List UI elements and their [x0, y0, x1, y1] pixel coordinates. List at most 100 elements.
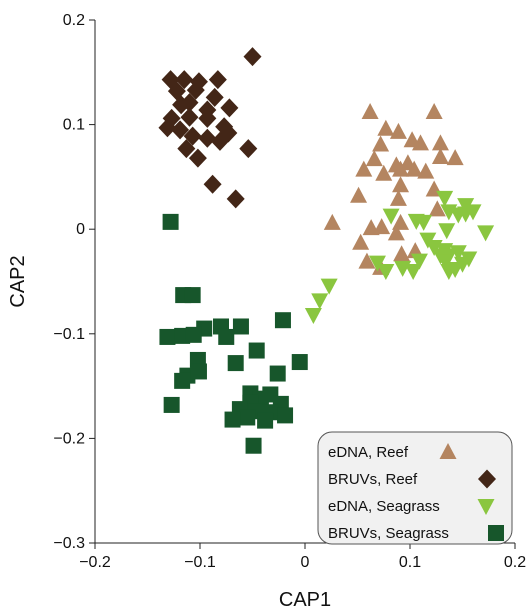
point-bruvs-seagrass — [239, 409, 256, 426]
point-bruvs-reef — [243, 47, 262, 67]
point-bruvs-seagrass — [227, 355, 244, 372]
point-edna-reef — [389, 122, 407, 139]
legend-label-edna-seagrass: eDNA, Seagrass — [328, 498, 440, 515]
y-tick-label: −0.3 — [53, 535, 85, 552]
point-edna-reef — [428, 200, 446, 217]
legend-label-edna-reef: eDNA, Reef — [328, 444, 409, 461]
point-bruvs-reef — [175, 70, 194, 90]
point-bruvs-seagrass — [224, 411, 241, 428]
point-bruvs-reef — [180, 107, 199, 127]
y-tick-label: −0.1 — [53, 326, 85, 343]
point-edna-reef — [399, 154, 417, 171]
point-edna-seagrass — [377, 264, 395, 281]
x-tick-label: 0.1 — [399, 554, 421, 571]
point-bruvs-reef — [198, 108, 217, 128]
point-bruvs-reef — [205, 87, 224, 107]
point-bruvs-reef — [158, 118, 177, 138]
point-edna-seagrass — [449, 207, 467, 224]
point-bruvs-seagrass — [162, 213, 179, 230]
data-points — [158, 47, 495, 454]
point-edna-reef — [365, 150, 383, 167]
point-edna-reef — [352, 233, 370, 250]
point-edna-seagrass — [410, 253, 428, 270]
point-bruvs-reef — [203, 174, 222, 194]
point-edna-reef — [361, 103, 379, 120]
point-bruvs-reef — [226, 189, 245, 209]
point-edna-seagrass — [438, 223, 456, 240]
legend: eDNA, Reef BRUVs, Reef eDNA, Seagrass BRUVs… — [317, 431, 513, 545]
point-bruvs-reef — [210, 131, 229, 151]
point-bruvs-seagrass — [174, 372, 191, 389]
x-tick-label: −0.1 — [184, 554, 216, 571]
point-bruvs-seagrass — [184, 287, 201, 304]
point-bruvs-seagrass — [163, 396, 180, 413]
y-tick-label: 0 — [76, 221, 85, 238]
point-edna-seagrass — [436, 190, 454, 207]
y-tick-label: −0.2 — [53, 430, 85, 447]
point-edna-seagrass — [415, 214, 433, 231]
point-edna-reef — [393, 245, 411, 262]
point-edna-reef — [417, 162, 435, 179]
legend-marker-edna-reef — [439, 443, 457, 459]
point-edna-reef — [431, 148, 449, 165]
axes: −0.3 −0.2 −0.1 0 0.1 0.2 −0.2 −0.1 0 0.1 0.2 — [53, 12, 526, 571]
point-bruvs-seagrass — [218, 328, 235, 345]
point-bruvs-reef — [198, 128, 217, 148]
x-tick-label: 0.2 — [504, 554, 526, 571]
point-edna-seagrass — [404, 264, 422, 281]
point-bruvs-seagrass — [274, 312, 291, 329]
point-edna-reef — [425, 103, 443, 120]
point-bruvs-reef — [171, 120, 190, 140]
point-edna-seagrass — [368, 255, 386, 272]
point-edna-reef — [387, 224, 405, 241]
point-bruvs-seagrass — [232, 318, 249, 335]
point-bruvs-reef — [180, 93, 199, 113]
x-tick-label: −0.2 — [79, 554, 111, 571]
point-edna-seagrass — [304, 307, 322, 324]
point-edna-reef — [372, 135, 390, 152]
point-edna-reef — [373, 218, 391, 235]
point-edna-reef — [389, 189, 407, 206]
series-bruvs-seagrass — [159, 213, 308, 454]
legend-marker-bruvs-reef — [478, 469, 496, 489]
point-edna-seagrass — [477, 225, 495, 242]
legend-marker-bruvs-seagrass — [488, 525, 504, 541]
point-edna-seagrass — [311, 293, 329, 310]
point-edna-reef — [350, 186, 368, 203]
x-tick-label: 0 — [301, 554, 310, 571]
point-bruvs-seagrass — [190, 363, 207, 380]
point-bruvs-seagrass — [245, 437, 262, 454]
point-edna-seagrass — [464, 204, 482, 221]
point-edna-seagrass — [320, 278, 338, 295]
point-edna-reef — [355, 160, 373, 177]
point-bruvs-reef — [186, 80, 205, 100]
point-edna-reef — [375, 164, 393, 181]
y-tick-label: 0.2 — [63, 12, 85, 29]
point-bruvs-reef — [183, 126, 202, 146]
point-edna-seagrass — [460, 251, 478, 268]
point-edna-seagrass — [437, 254, 455, 271]
point-edna-reef — [446, 149, 464, 166]
y-tick-label: 0.1 — [63, 117, 85, 134]
point-edna-reef — [431, 134, 449, 151]
point-bruvs-reef — [220, 98, 239, 118]
point-bruvs-seagrass — [269, 365, 286, 382]
point-bruvs-seagrass — [277, 407, 294, 424]
point-bruvs-seagrass — [291, 354, 308, 371]
legend-label-bruvs-seagrass: BRUVs, Seagrass — [328, 525, 449, 542]
y-axis-title: CAP2 — [7, 255, 29, 307]
point-bruvs-seagrass — [257, 412, 274, 429]
point-edna-seagrass — [382, 208, 400, 225]
point-bruvs-reef — [177, 139, 196, 159]
legend-label-bruvs-reef: BRUVs, Reef — [328, 471, 418, 488]
point-bruvs-reef — [188, 148, 207, 168]
point-edna-reef — [412, 134, 429, 151]
point-edna-seagrass — [440, 264, 458, 281]
point-bruvs-seagrass — [248, 342, 265, 359]
point-edna-reef — [377, 119, 395, 136]
point-edna-seagrass — [449, 245, 467, 262]
point-edna-reef — [392, 176, 410, 193]
point-bruvs-seagrass — [185, 326, 202, 343]
legend-marker-edna-seagrass — [477, 499, 495, 515]
